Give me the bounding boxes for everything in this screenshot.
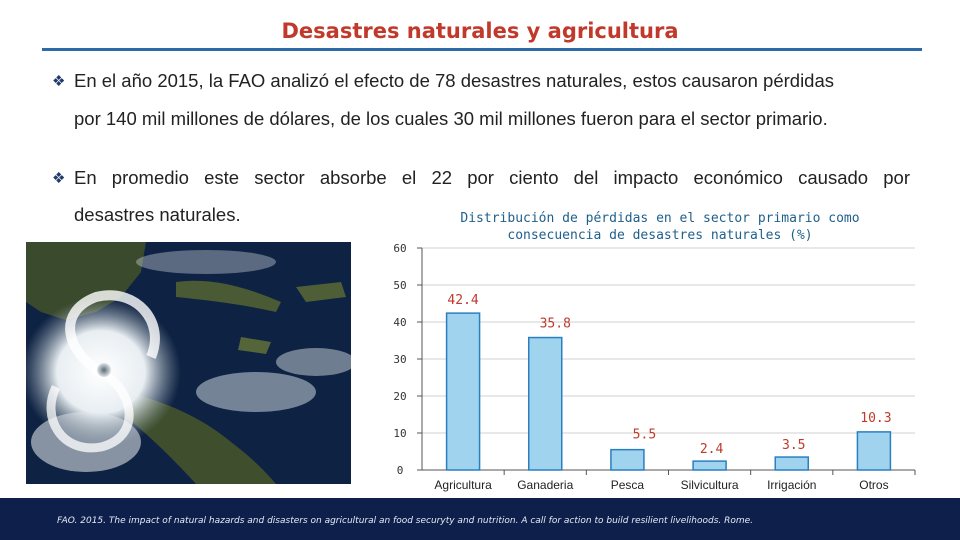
bullet-2-line-1: En promedio este sector absorbe el 22 po… <box>74 167 910 188</box>
slide-title: Desastres naturales y agricultura <box>281 19 679 43</box>
category-label: Otros <box>859 478 888 492</box>
bar <box>610 448 645 471</box>
data-label: 3.5 <box>782 438 805 453</box>
bar <box>445 312 481 471</box>
bar <box>692 460 727 471</box>
category-label: Pesca <box>611 478 645 492</box>
category-label: Silvicultura <box>681 478 739 492</box>
category-label: Agricultura <box>434 478 492 492</box>
footer-bar <box>0 498 960 540</box>
chart-title-line-2: consecuencia de desastres naturales (%) <box>507 228 813 243</box>
chart-category-labels: Agricultura Ganaderia Pesca Silvicultura Irr… <box>434 478 888 492</box>
bar <box>528 336 563 471</box>
data-label: 2.4 <box>700 442 724 457</box>
chart-title: Distribución de pérdidas en el sector pr… <box>430 210 890 244</box>
bar <box>774 456 809 471</box>
y-tick-label: 50 <box>393 279 406 292</box>
y-tick-label: 10 <box>393 427 406 440</box>
title-underline <box>42 48 922 51</box>
y-tick-label: 0 <box>397 464 404 477</box>
chart-title-line-1: Distribución de pérdidas en el sector pr… <box>460 211 860 226</box>
bar-chart: 0 10 20 30 40 50 60 42.4 35.8 5.5 2.4 3.5 10.3 Agri… <box>393 242 916 492</box>
chart-bars <box>445 312 892 471</box>
hurricane-satellite-image <box>26 242 351 484</box>
bullet-1-line-1: En el año 2015, la FAO analizó el efecto… <box>74 70 835 91</box>
bullet-1-line-2: por 140 mil millones de dólares, de los … <box>74 108 828 129</box>
data-label: 10.3 <box>860 411 891 426</box>
bullet-diamond-icon: ❖ <box>52 170 66 187</box>
chart-grid <box>422 247 915 434</box>
bar <box>856 431 892 471</box>
y-tick-label: 20 <box>393 390 406 403</box>
y-tick-label: 60 <box>393 242 406 255</box>
bullet-diamond-icon: ❖ <box>52 73 66 90</box>
category-label: Ganaderia <box>517 478 573 492</box>
data-label: 35.8 <box>540 317 571 332</box>
bullet-2-line-2: desastres naturales. <box>74 204 241 225</box>
data-label: 42.4 <box>447 293 478 308</box>
category-label: Irrigación <box>767 478 816 492</box>
footer-citation: FAO. 2015. The impact of natural hazards… <box>57 516 754 526</box>
chart-axis: 0 10 20 30 40 50 60 <box>393 242 916 477</box>
y-tick-label: 40 <box>393 316 406 329</box>
y-tick-label: 30 <box>393 353 406 366</box>
data-label: 5.5 <box>633 428 656 443</box>
chart-data-labels: 42.4 35.8 5.5 2.4 3.5 10.3 <box>447 293 891 457</box>
